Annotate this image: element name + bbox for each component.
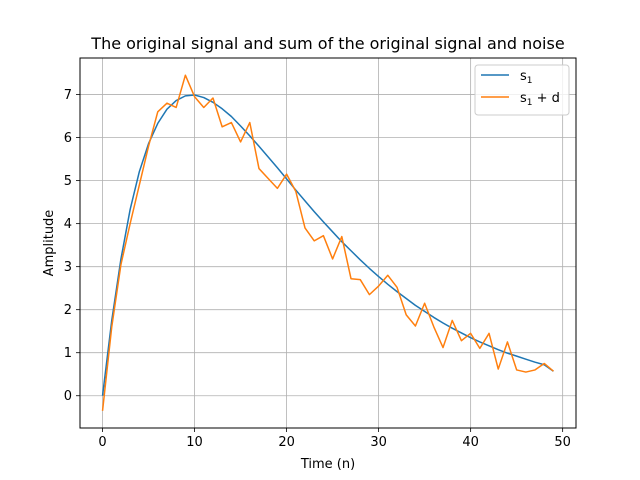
x-axis-label: Time (n) — [300, 457, 355, 472]
x-tick-label: 10 — [186, 435, 203, 450]
axis-ticks: 0 10 20 30 40 50 0 1 2 3 4 5 6 7 — [64, 88, 571, 450]
y-tick-label: 5 — [64, 174, 72, 189]
plot-frame — [79, 57, 577, 429]
legend-box — [474, 64, 570, 116]
y-tick-label: 1 — [64, 346, 72, 361]
y-tick-label: 3 — [64, 260, 72, 275]
x-tick-label: 20 — [278, 435, 295, 450]
y-tick-label: 0 — [64, 389, 72, 404]
series-lines — [101, 74, 554, 411]
legend-label-2: s1 + d — [520, 91, 560, 108]
x-tick-label: 30 — [370, 435, 387, 450]
series-line-2 — [101, 74, 554, 411]
grid — [80, 58, 576, 428]
y-tick-label: 4 — [64, 217, 72, 232]
legend-label-1: s1 — [520, 69, 533, 86]
x-tick-label: 0 — [98, 435, 106, 450]
legend: s1 s1 + d — [474, 64, 570, 116]
x-tick-label: 40 — [462, 435, 479, 450]
y-tick-label: 2 — [64, 303, 72, 318]
y-tick-label: 7 — [64, 88, 72, 103]
chart-title: The original signal and sum of the origi… — [90, 34, 564, 53]
y-axis-label: Amplitude — [42, 210, 57, 277]
x-tick-label: 50 — [554, 435, 571, 450]
y-tick-label: 6 — [64, 131, 72, 146]
